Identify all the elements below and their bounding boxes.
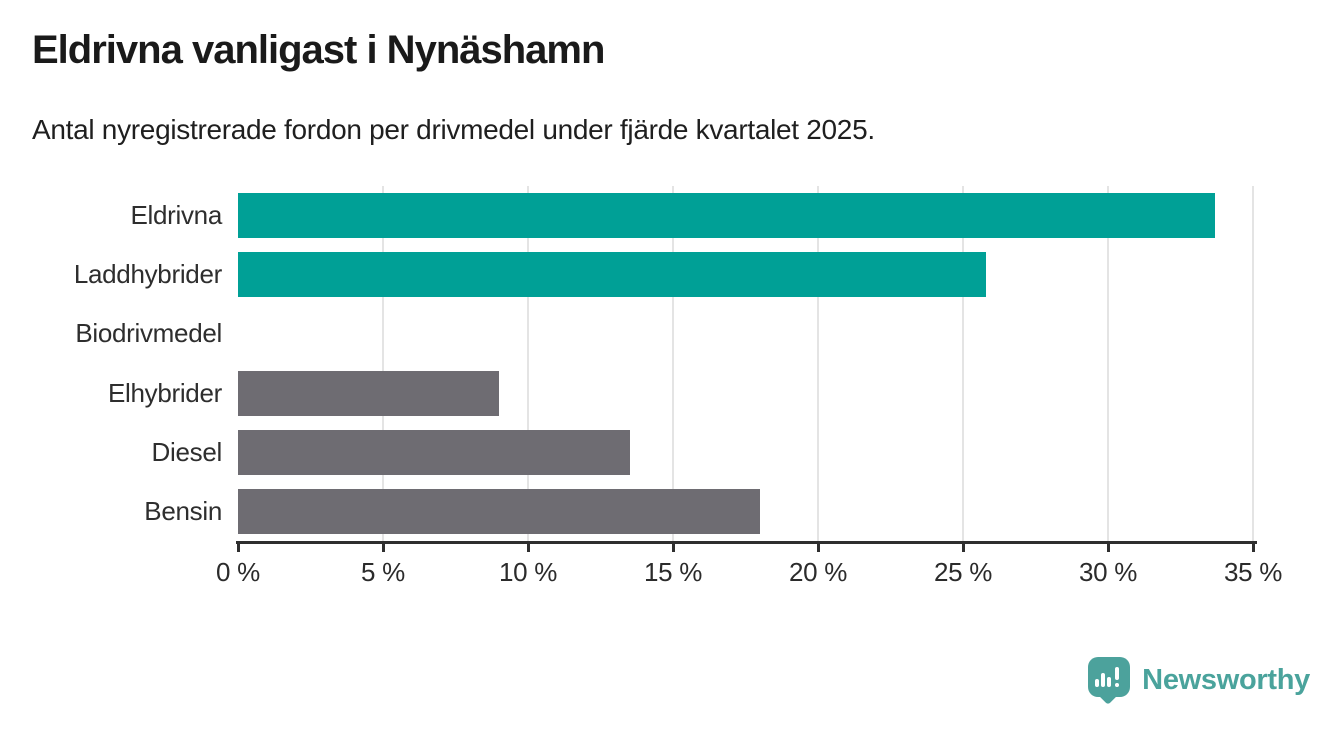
category-label: Biodrivmedel <box>75 318 222 349</box>
bar-bensin <box>238 488 760 534</box>
gridline <box>817 186 819 541</box>
bar-laddhybrider <box>238 252 987 298</box>
gridline <box>382 186 384 541</box>
axis-tick-label: 15 % <box>643 557 703 587</box>
axis-tick-label: 5 % <box>361 557 405 587</box>
category-label: Laddhybrider <box>73 259 222 290</box>
axis-tick-label: 30 % <box>1078 557 1138 587</box>
logo-bar-icon <box>1107 677 1112 687</box>
axis-tick <box>961 544 965 552</box>
bar-eldrivna <box>238 193 1216 239</box>
axis-tick <box>671 544 675 552</box>
axis-tick-label: 25 % <box>933 557 993 587</box>
bar-elhybrider <box>238 370 499 416</box>
category-label: Elhybrider <box>107 377 222 408</box>
gridline <box>527 186 529 541</box>
logo-bar-icon <box>1095 679 1100 687</box>
gridline <box>1107 186 1109 541</box>
logo-exclamation-icon <box>1115 667 1120 680</box>
axis-tick <box>236 544 240 552</box>
axis-tick-label: 20 % <box>788 557 848 587</box>
chart-row <box>238 423 1253 482</box>
axis-tick-label: 10 % <box>498 557 558 587</box>
axis-tick-label: 35 % <box>1223 557 1283 587</box>
axis-tick <box>816 544 820 552</box>
category-label: Bensin <box>144 495 222 526</box>
chart-row <box>238 186 1253 245</box>
chart-row <box>238 482 1253 541</box>
chart-row <box>238 364 1253 423</box>
bar-rows <box>238 186 1253 541</box>
x-axis-line <box>236 541 1257 544</box>
category-label: Eldrivna <box>130 200 222 231</box>
axis-tick <box>1251 544 1255 552</box>
chart-row <box>238 304 1253 363</box>
axis-tick <box>1106 544 1110 552</box>
newsworthy-logo-icon <box>1088 657 1131 697</box>
bar-diesel <box>238 429 630 475</box>
axis-tick <box>526 544 530 552</box>
gridline <box>1252 186 1254 541</box>
axis-tick <box>381 544 385 552</box>
gridline <box>672 186 674 541</box>
plot-area: 0 % 5 % 10 % 15 % 20 % 25 % 30 % 35 % <box>216 186 1282 587</box>
category-label: Diesel <box>151 436 223 467</box>
logo-exclamation-icon <box>1115 683 1120 687</box>
chart-row <box>238 245 1253 304</box>
chart-title: Eldrivna vanligast i Nynäshamn <box>32 28 605 72</box>
gridline <box>962 186 964 541</box>
axis-tick-label: 0 % <box>216 557 260 587</box>
logo-bar-icon <box>1101 673 1106 687</box>
newsworthy-logo: Newsworthy <box>1088 657 1310 703</box>
newsworthy-logo-text: Newsworthy <box>1142 663 1310 696</box>
chart-subtitle: Antal nyregistrerade fordon per drivmede… <box>32 114 875 145</box>
category-labels: Eldrivna Laddhybrider Biodrivmedel Elhybrid… <box>0 186 222 541</box>
